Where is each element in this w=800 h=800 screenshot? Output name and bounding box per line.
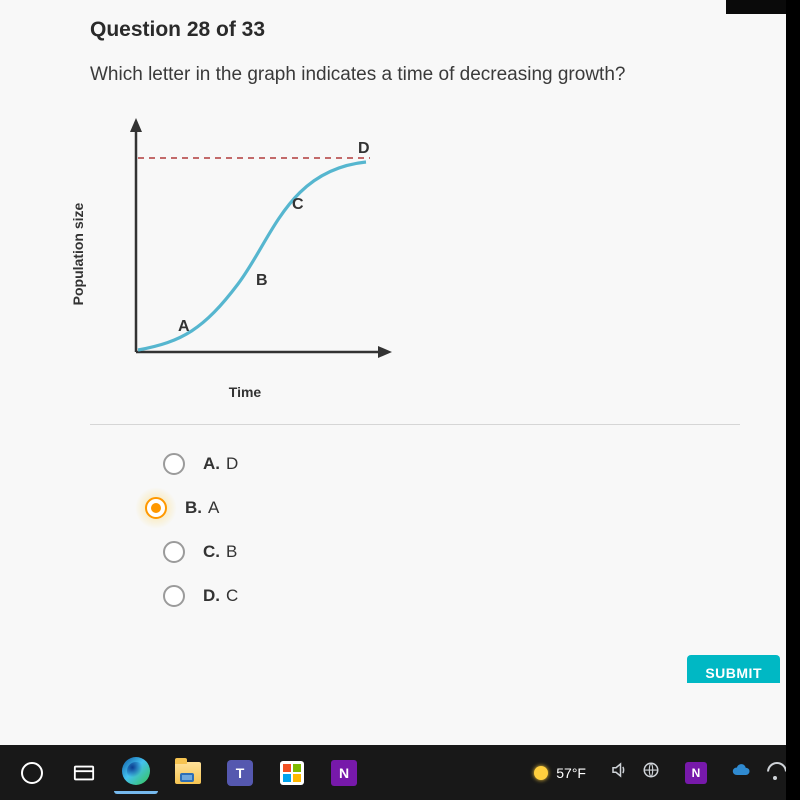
chart-svg bbox=[108, 114, 398, 374]
file-explorer-icon[interactable] bbox=[166, 752, 210, 794]
chart-label-d: D bbox=[358, 140, 370, 158]
radio-icon bbox=[163, 585, 185, 607]
sun-icon bbox=[534, 766, 548, 780]
screen-bezel bbox=[786, 0, 800, 800]
system-tray: N bbox=[604, 752, 790, 794]
section-divider bbox=[90, 424, 740, 425]
radio-icon bbox=[163, 453, 185, 475]
population-chart: Population size A B C D Time bbox=[90, 114, 400, 394]
onedrive-icon[interactable] bbox=[732, 763, 752, 782]
radio-icon bbox=[145, 497, 167, 519]
chart-label-a: A bbox=[178, 318, 190, 336]
wifi-icon[interactable] bbox=[766, 764, 784, 782]
onenote-icon[interactable]: N bbox=[322, 752, 366, 794]
task-view-icon[interactable] bbox=[62, 752, 106, 794]
option-label: A.D bbox=[203, 454, 238, 474]
microsoft-store-icon[interactable] bbox=[270, 752, 314, 794]
option-a[interactable]: A.D bbox=[145, 453, 740, 475]
answer-options: A.D B.A C.B D.C bbox=[90, 453, 740, 607]
option-b[interactable]: B.A bbox=[145, 497, 740, 519]
option-c[interactable]: C.B bbox=[145, 541, 740, 563]
quiz-content: Question 28 of 33 Which letter in the gr… bbox=[0, 0, 800, 745]
option-label: B.A bbox=[185, 498, 219, 518]
network-icon[interactable] bbox=[642, 761, 660, 784]
option-label: D.C bbox=[203, 586, 238, 606]
screen-bezel-notch bbox=[726, 0, 786, 14]
sound-icon[interactable] bbox=[610, 761, 628, 784]
question-text: Which letter in the graph indicates a ti… bbox=[90, 64, 740, 86]
cortana-search-icon[interactable] bbox=[10, 752, 54, 794]
weather-widget[interactable]: 57°F bbox=[524, 765, 596, 781]
option-label: C.B bbox=[203, 542, 237, 562]
teams-icon[interactable]: T bbox=[218, 752, 262, 794]
weather-temp: 57°F bbox=[556, 765, 586, 781]
onenote-tray-icon[interactable]: N bbox=[674, 752, 718, 794]
y-axis-label: Population size bbox=[70, 203, 86, 306]
x-axis-label: Time bbox=[229, 384, 261, 400]
question-counter: Question 28 of 33 bbox=[90, 18, 740, 42]
radio-icon bbox=[163, 541, 185, 563]
taskbar: T N 57°F N bbox=[0, 745, 800, 800]
submit-button[interactable]: SUBMIT bbox=[687, 655, 780, 683]
chart-label-c: C bbox=[292, 196, 304, 214]
option-d[interactable]: D.C bbox=[145, 585, 740, 607]
chart-label-b: B bbox=[256, 272, 268, 290]
edge-browser-icon[interactable] bbox=[114, 752, 158, 794]
